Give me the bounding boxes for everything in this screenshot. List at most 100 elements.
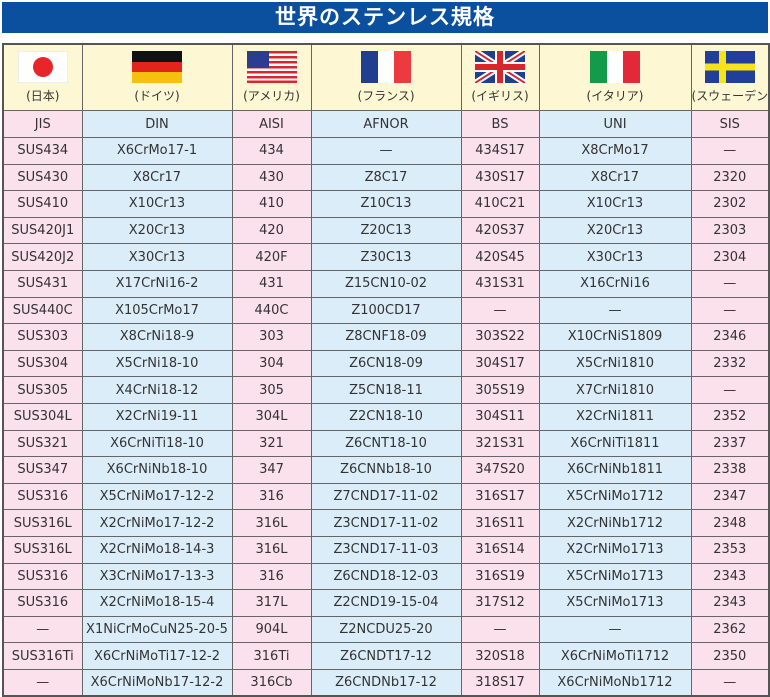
country-usa: (アメリカ)	[231, 43, 312, 111]
cell-jis: SUS430	[2, 163, 83, 192]
cell-din: X1NiCrMoCuN25-20-5	[81, 615, 233, 644]
cell-sis: 2302	[690, 190, 770, 218]
table-row: SUS420J2 X30Cr13 420F Z30C13 420S45 X30Cr13 23…	[2, 243, 770, 271]
cell-din: X105CrMo17	[81, 296, 233, 325]
cell-sis: 2353	[690, 535, 770, 564]
cell-uni: X8CrMo17	[538, 137, 692, 165]
table-row: SUS431 X17CrNi16-2 431 Z15CN10-02 431S31 X16C…	[2, 269, 770, 298]
cell-bs: 303S22	[460, 323, 540, 351]
cell-jis: —	[2, 615, 83, 644]
column-header-afnor: AFNOR	[310, 110, 462, 138]
country-uk: (イギリス)	[460, 43, 540, 111]
cell-jis: SUS434	[2, 137, 83, 165]
cell-sis: —	[690, 137, 770, 165]
country-name: (ドイツ)	[134, 89, 180, 103]
cell-afnor: Z2CND19-15-04	[310, 589, 462, 617]
country-sweden: (スウェーデン)	[690, 43, 770, 111]
cell-aisi: 316L	[231, 535, 312, 564]
cell-bs: 316S11	[460, 509, 540, 537]
page-title: 世界のステンレス規格	[2, 2, 768, 33]
cell-jis: SUS410	[2, 190, 83, 218]
cell-sis: 2350	[690, 642, 770, 670]
cell-bs: 304S17	[460, 349, 540, 378]
country-name: (イタリア)	[586, 89, 644, 103]
cell-din: X17CrNi16-2	[81, 269, 233, 298]
cell-din: X2CrNi19-11	[81, 402, 233, 431]
cell-aisi: 316	[231, 562, 312, 591]
cell-sis: —	[690, 269, 770, 298]
cell-aisi: 904L	[231, 615, 312, 644]
cell-din: X6CrNiMoNb17-12-2	[81, 668, 233, 697]
japan-flag-icon	[17, 51, 68, 83]
cell-bs: 316S19	[460, 562, 540, 591]
cell-jis: SUS316L	[2, 535, 83, 564]
cell-sis: 2332	[690, 349, 770, 378]
cell-uni: X6CrNiNb1811	[538, 456, 692, 484]
flag-row: (日本) (ドイツ) (アメリカ) (フランス)	[2, 43, 770, 111]
cell-aisi: 434	[231, 137, 312, 165]
cell-afnor: Z6CNNb18-10	[310, 456, 462, 484]
cell-din: X2CrNiMo17-12-2	[81, 509, 233, 537]
cell-bs: 318S17	[460, 668, 540, 697]
cell-aisi: 317L	[231, 589, 312, 617]
cell-aisi: 316Cb	[231, 668, 312, 697]
cell-jis: SUS420J1	[2, 216, 83, 245]
cell-jis: SUS440C	[2, 296, 83, 325]
germany-flag-icon	[132, 51, 182, 83]
table-row: SUS316 X5CrNiMo17-12-2 316 Z7CND17-11-02 316…	[2, 482, 770, 511]
cell-jis: SUS316L	[2, 509, 83, 537]
cell-din: X6CrNiMoTi17-12-2	[81, 642, 233, 670]
cell-sis: 2320	[690, 163, 770, 192]
cell-uni: X5CrNiMo1712	[538, 482, 692, 511]
stainless-standards-table: (日本) (ドイツ) (アメリカ) (フランス)	[2, 43, 770, 697]
country-france: (フランス)	[310, 43, 462, 111]
cell-afnor: Z6CNT18-10	[310, 429, 462, 458]
cell-uni: X6CrNiMoTi1712	[538, 642, 692, 670]
cell-uni: X5CrNi1810	[538, 349, 692, 378]
cell-bs: 320S18	[460, 642, 540, 670]
column-header-din: DIN	[81, 110, 233, 138]
cell-aisi: 431	[231, 269, 312, 298]
cell-afnor: Z5CN18-11	[310, 376, 462, 404]
cell-bs: 420S37	[460, 216, 540, 245]
cell-afnor: Z6CN18-09	[310, 349, 462, 378]
cell-jis: SUS321	[2, 429, 83, 458]
cell-jis: SUS431	[2, 269, 83, 298]
cell-afnor: Z3CND17-11-03	[310, 535, 462, 564]
cell-sis: 2352	[690, 402, 770, 431]
table-row: SUS316L X2CrNiMo17-12-2 316L Z3CND17-11-02 3…	[2, 509, 770, 537]
column-header-aisi: AISI	[231, 110, 312, 138]
table-row: SUS303 X8CrNi18-9 303 Z8CNF18-09 303S22 X10Cr…	[2, 323, 770, 351]
cell-uni: X2CrNiMo1713	[538, 535, 692, 564]
cell-aisi: 316Ti	[231, 642, 312, 670]
cell-uni: X5CrNiMo1713	[538, 562, 692, 591]
cell-jis: SUS305	[2, 376, 83, 404]
cell-aisi: 420F	[231, 243, 312, 271]
cell-din: X6CrMo17-1	[81, 137, 233, 165]
country-italy: (イタリア)	[538, 43, 692, 111]
cell-jis: SUS316	[2, 562, 83, 591]
cell-aisi: 304	[231, 349, 312, 378]
cell-uni: X10Cr13	[538, 190, 692, 218]
cell-bs: 420S45	[460, 243, 540, 271]
cell-bs: 305S19	[460, 376, 540, 404]
table-row: SUS410 X10Cr13 410 Z10C13 410C21 X10Cr13 2302	[2, 190, 770, 218]
table-row: SUS440C X105CrMo17 440C Z100CD17— — —	[2, 296, 770, 325]
cell-uni: X2CrNi1811	[538, 402, 692, 431]
cell-uni: X6CrNiTi1811	[538, 429, 692, 458]
cell-afnor: Z10C13	[310, 190, 462, 218]
country-name: (スウェーデン)	[691, 89, 769, 103]
cell-sis: 2348	[690, 509, 770, 537]
cell-afnor: Z6CNDT17-12	[310, 642, 462, 670]
cell-afnor: Z7CND17-11-02	[310, 482, 462, 511]
cell-afnor: Z6CND18-12-03	[310, 562, 462, 591]
cell-aisi: 410	[231, 190, 312, 218]
uk-flag-icon	[475, 51, 525, 83]
cell-jis: SUS347	[2, 456, 83, 484]
cell-afnor: Z6CNDNb17-12	[310, 668, 462, 697]
country-name: (日本)	[26, 89, 60, 103]
cell-bs: 316S17	[460, 482, 540, 511]
country-japan: (日本)	[2, 43, 83, 111]
cell-jis: SUS420J2	[2, 243, 83, 271]
table-row: SUS304L X2CrNi19-11 304L Z2CN18-10 304S11 X2C…	[2, 402, 770, 431]
